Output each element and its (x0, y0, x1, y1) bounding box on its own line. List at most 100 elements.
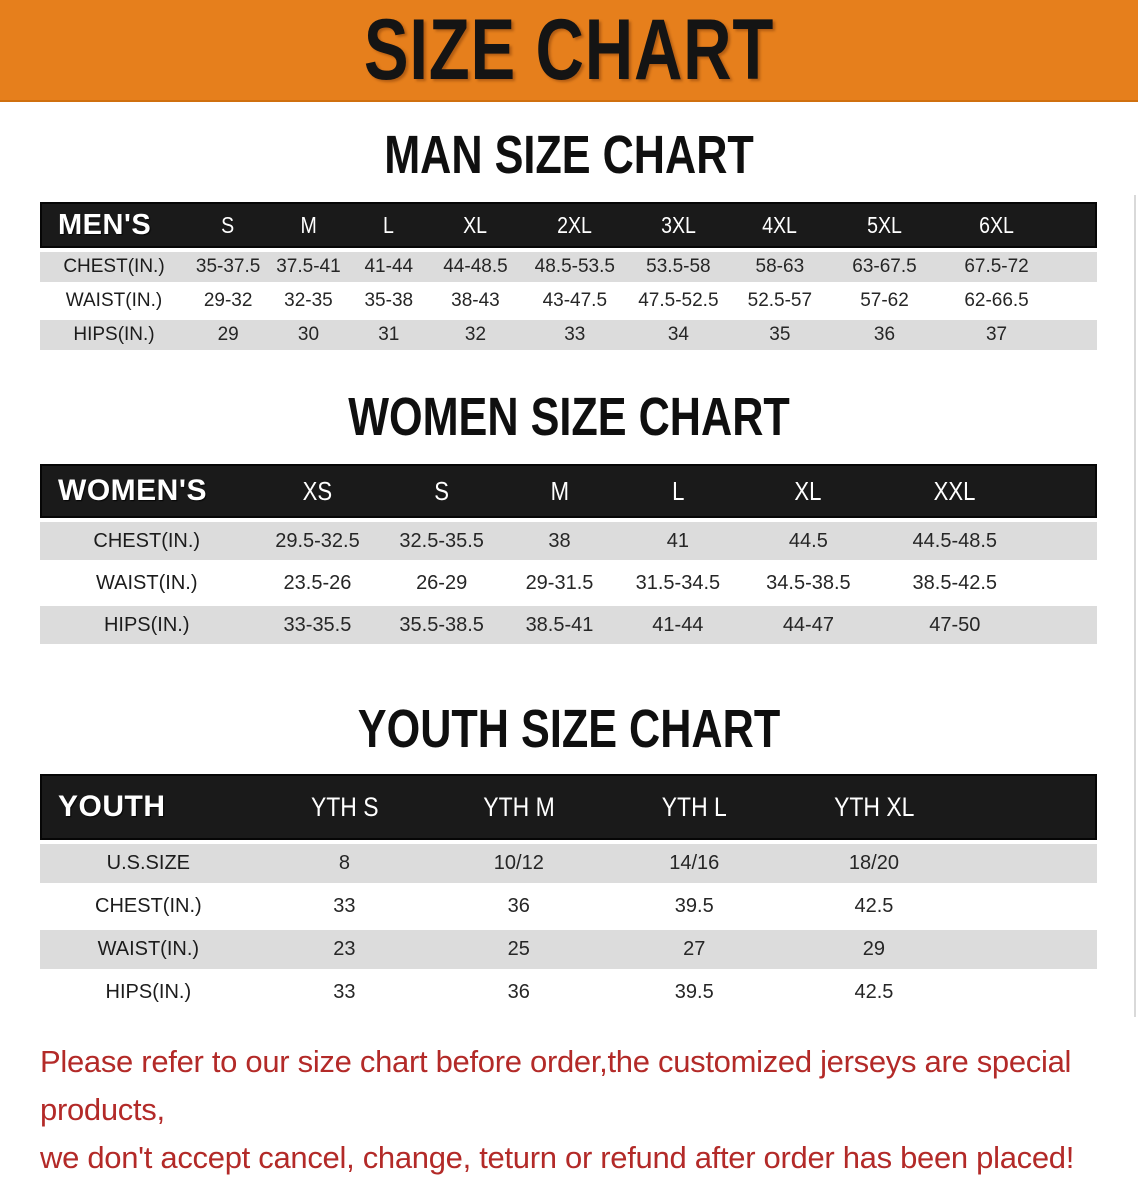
size-value-cell: 37.5-41 (268, 252, 349, 282)
womens-section: WOMEN SIZE CHART WOMEN'S XS S M L XL XXL CHEST(I… (0, 390, 1138, 648)
column-header-label: XL (463, 211, 488, 238)
column-header-cell: 6XL (938, 202, 1055, 248)
size-value-cell: 44-48.5 (428, 252, 522, 282)
column-header-label: XS (302, 475, 333, 506)
table-row: HIPS(IN.) 29 30 31 32 33 34 35 36 37 (40, 320, 1097, 350)
mens-heading-text: MAN SIZE CHART (384, 125, 754, 185)
column-header-label: YTH XL (833, 791, 915, 822)
row-label-cell: HIPS(IN.) (40, 973, 257, 1012)
size-value-cell: 14/16 (605, 844, 784, 883)
size-value-cell: 8 (256, 844, 433, 883)
size-value-cell: 34 (627, 320, 730, 350)
youth-corner-label-cell: YOUTH (40, 774, 257, 840)
womens-corner-label-cell: WOMEN'S (40, 464, 254, 518)
size-value-cell: 25 (432, 930, 606, 969)
womens-corner-label: WOMEN'S (58, 474, 207, 507)
column-header-label: S (434, 475, 450, 506)
womens-heading: WOMEN SIZE CHART (0, 390, 1138, 444)
size-chart-sections: MAN SIZE CHART MEN'S S M L XL 2XL 3XL 4XL 5XL 6XL C… (0, 128, 1138, 1016)
size-value-cell: 37 (938, 320, 1055, 350)
column-header-label: YTH M (483, 791, 555, 822)
column-header-label: L (383, 211, 395, 238)
row-label-cell: CHEST(IN.) (40, 522, 254, 560)
size-value-cell: 38 (501, 522, 618, 560)
mens-section: MAN SIZE CHART MEN'S S M L XL 2XL 3XL 4XL 5XL 6XL C… (0, 128, 1138, 354)
size-value-cell: 38-43 (428, 286, 522, 316)
size-chart-banner: SIZE CHART (0, 0, 1138, 102)
column-header-label: XL (794, 475, 822, 506)
size-value-cell: 32 (428, 320, 522, 350)
column-header-cell: YTH L (605, 774, 784, 840)
size-value-cell: 44.5 (738, 522, 879, 560)
column-header-label: YTH L (661, 791, 727, 822)
row-label-cell: WAIST(IN.) (40, 930, 257, 969)
size-value-cell: 23.5-26 (253, 564, 382, 602)
column-header-label: L (671, 475, 685, 506)
size-value-cell: 67.5-72 (938, 252, 1055, 282)
page-edge-artifact-line (1134, 195, 1136, 1017)
size-value-cell: 42.5 (783, 973, 965, 1012)
size-value-cell: 29-32 (187, 286, 269, 316)
column-header-cell: 4XL (729, 202, 831, 248)
size-value-cell: 31 (348, 320, 429, 350)
mens-header-row: MEN'S S M L XL 2XL 3XL 4XL 5XL 6XL (40, 202, 1097, 248)
size-value-cell: 33-35.5 (253, 606, 382, 644)
size-value-cell: 36 (830, 320, 939, 350)
size-value-cell: 41-44 (348, 252, 429, 282)
mens-heading: MAN SIZE CHART (0, 128, 1138, 182)
filler-cell (1031, 564, 1097, 602)
size-value-cell: 38.5-41 (501, 606, 618, 644)
table-row: CHEST(IN.) 33 36 39.5 42.5 (40, 887, 1097, 926)
filler-header-cell (964, 774, 1097, 840)
table-row: CHEST(IN.) 29.5-32.5 32.5-35.5 38 41 44.5 44.5… (40, 522, 1097, 560)
order-disclaimer: Please refer to our size chart before or… (40, 1038, 1098, 1182)
filler-header-cell (1054, 202, 1097, 248)
size-value-cell: 52.5-57 (729, 286, 831, 316)
column-header-cell: XL (738, 464, 879, 518)
youth-heading: YOUTH SIZE CHART (0, 702, 1138, 756)
size-value-cell: 32.5-35.5 (381, 522, 502, 560)
column-header-cell: 3XL (627, 202, 730, 248)
disclaimer-line-1: Please refer to our size chart before or… (40, 1044, 1072, 1128)
column-header-label: XXL (933, 475, 976, 506)
table-row: HIPS(IN.) 33-35.5 35.5-38.5 38.5-41 41-44 44-… (40, 606, 1097, 644)
size-value-cell: 27 (605, 930, 784, 969)
youth-header-row: YOUTH YTH S YTH M YTH L YTH XL (40, 774, 1097, 840)
size-value-cell: 38.5-42.5 (878, 564, 1032, 602)
column-header-label: 3XL (660, 211, 696, 238)
size-value-cell: 47-50 (878, 606, 1032, 644)
youth-corner-label: YOUTH (58, 790, 166, 823)
column-header-label: 5XL (867, 211, 902, 238)
filler-cell (1054, 320, 1097, 350)
size-value-cell: 35 (729, 320, 831, 350)
mens-corner-label: MEN'S (58, 208, 152, 241)
filler-cell (964, 930, 1097, 969)
youth-size-table: YOUTH YTH S YTH M YTH L YTH XL U.S.SIZE 8 10/12… (40, 770, 1097, 1016)
column-header-label: M (550, 475, 569, 506)
size-value-cell: 31.5-34.5 (617, 564, 739, 602)
column-header-cell: M (501, 464, 618, 518)
size-value-cell: 42.5 (783, 887, 965, 926)
column-header-cell: L (348, 202, 429, 248)
table-row: WAIST(IN.) 23 25 27 29 (40, 930, 1097, 969)
size-value-cell: 47.5-52.5 (627, 286, 730, 316)
filler-cell (964, 973, 1097, 1012)
size-value-cell: 33 (256, 887, 433, 926)
size-value-cell: 35.5-38.5 (381, 606, 502, 644)
column-header-label: S (221, 211, 235, 238)
size-value-cell: 62-66.5 (938, 286, 1055, 316)
column-header-cell: M (268, 202, 349, 248)
disclaimer-line-2: we don't accept cancel, change, teturn o… (40, 1140, 1075, 1176)
filler-cell (964, 844, 1097, 883)
row-label-cell: WAIST(IN.) (40, 286, 188, 316)
size-value-cell: 18/20 (783, 844, 965, 883)
size-value-cell: 53.5-58 (627, 252, 730, 282)
size-value-cell: 57-62 (830, 286, 939, 316)
size-value-cell: 29 (187, 320, 269, 350)
table-row: WAIST(IN.) 29-32 32-35 35-38 38-43 43-47.5 47.… (40, 286, 1097, 316)
column-header-cell: XL (428, 202, 522, 248)
row-label-cell: CHEST(IN.) (40, 252, 188, 282)
size-value-cell: 29.5-32.5 (253, 522, 382, 560)
column-header-cell: 5XL (830, 202, 939, 248)
size-value-cell: 23 (256, 930, 433, 969)
